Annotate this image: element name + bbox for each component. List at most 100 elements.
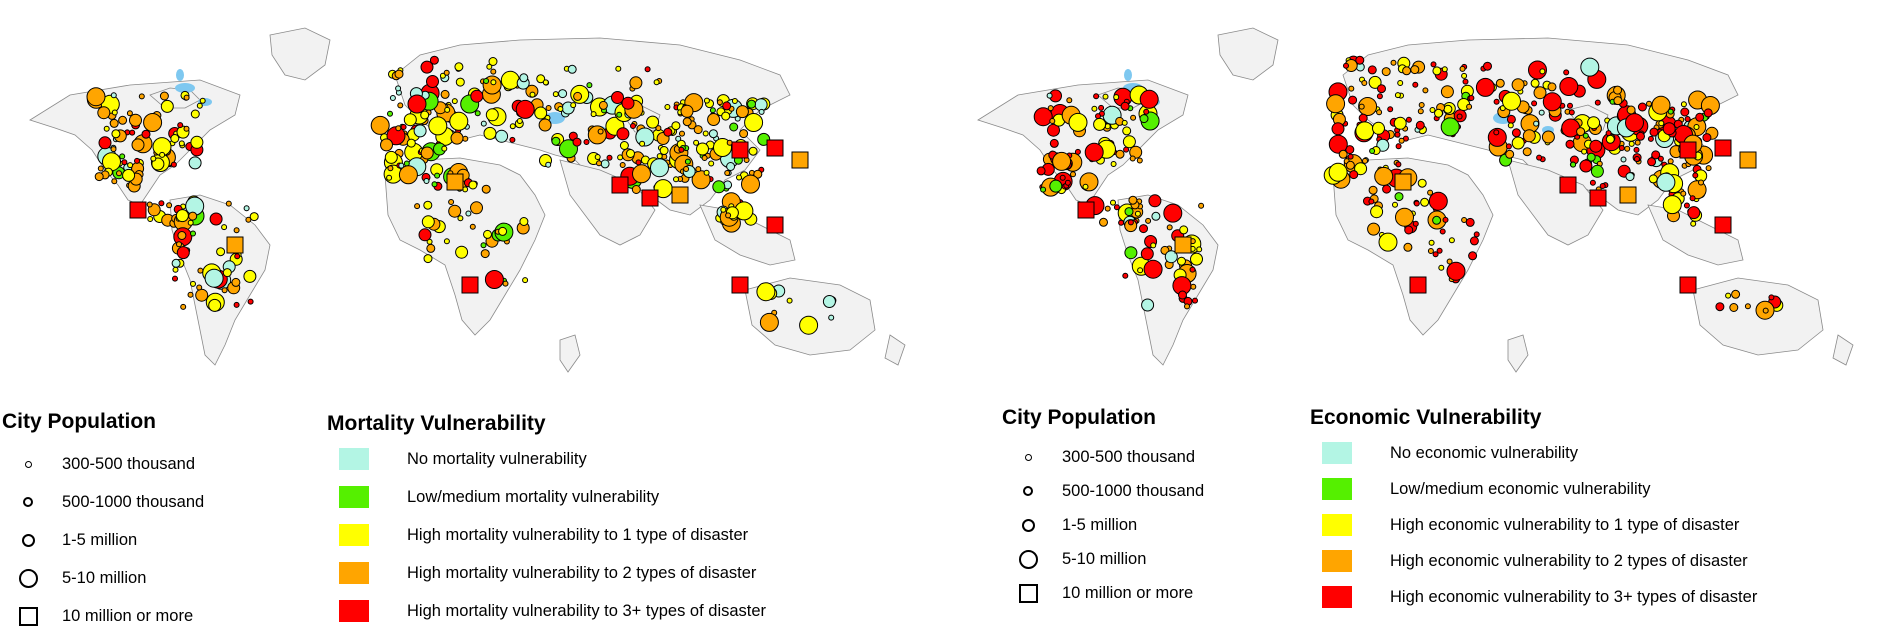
city-marker	[1394, 192, 1404, 202]
city-marker	[1367, 65, 1377, 75]
city-marker	[439, 72, 446, 79]
city-marker	[1456, 113, 1463, 120]
city-marker	[741, 174, 760, 194]
city-marker	[449, 111, 469, 131]
city-marker	[1136, 157, 1143, 164]
megacity-marker	[1739, 151, 1757, 169]
city-marker	[418, 228, 432, 242]
city-marker	[1428, 191, 1448, 211]
city-marker	[1122, 272, 1129, 279]
city-marker	[485, 108, 499, 122]
city-marker	[678, 146, 685, 153]
city-marker	[1120, 101, 1130, 111]
city-marker	[1410, 65, 1420, 75]
city-marker	[744, 113, 764, 132]
city-marker	[1568, 109, 1575, 116]
city-marker	[147, 216, 154, 222]
city-marker	[1417, 108, 1424, 115]
population-legend-item: 5-10 million	[16, 567, 146, 589]
city-marker	[729, 122, 739, 132]
city-marker	[1382, 184, 1392, 194]
city-marker	[1495, 78, 1505, 88]
megacity-marker	[1714, 139, 1732, 157]
vulnerability-legend-item: Low/medium mortality vulnerability	[339, 486, 659, 508]
city-marker	[1657, 155, 1664, 162]
city-marker	[395, 85, 402, 92]
city-marker	[406, 138, 416, 148]
city-marker	[1115, 149, 1125, 159]
city-marker	[434, 172, 441, 179]
city-marker	[1432, 66, 1442, 76]
city-marker	[1667, 108, 1674, 115]
city-marker	[1190, 283, 1197, 290]
land-shape	[559, 334, 581, 373]
city-marker	[631, 185, 641, 194]
circle-xs-icon	[24, 460, 32, 468]
city-marker	[557, 106, 564, 112]
city-marker	[630, 123, 636, 129]
city-marker	[1124, 246, 1138, 260]
city-marker	[1462, 78, 1469, 85]
city-marker	[1702, 133, 1712, 143]
megacity-marker	[1394, 173, 1412, 191]
circle-s-icon	[23, 497, 33, 507]
city-marker	[675, 135, 682, 142]
city-marker	[1531, 100, 1538, 107]
city-marker	[166, 202, 173, 209]
megacity-marker	[766, 139, 784, 157]
circle-m-icon	[1021, 518, 1035, 532]
population-legend-title: City Population	[2, 410, 156, 433]
city-marker	[403, 160, 410, 167]
city-marker	[190, 109, 200, 119]
city-marker	[188, 156, 202, 170]
city-marker	[1122, 135, 1136, 149]
square-icon	[1018, 583, 1038, 603]
population-legend-item: 1-5 million	[1016, 514, 1137, 536]
vulnerability-legend-item: No economic vulnerability	[1322, 442, 1578, 464]
city-marker	[679, 130, 685, 137]
city-marker	[1354, 162, 1368, 176]
city-marker	[1432, 251, 1439, 258]
city-marker	[480, 249, 490, 259]
city-marker	[1033, 107, 1053, 127]
city-marker	[1533, 120, 1540, 127]
city-marker	[234, 253, 241, 260]
city-marker	[1192, 297, 1198, 304]
color-swatch	[339, 486, 369, 508]
city-marker	[1143, 108, 1150, 115]
city-marker	[111, 109, 118, 116]
city-marker	[1164, 250, 1178, 264]
city-marker	[1589, 139, 1603, 153]
city-marker	[1422, 87, 1429, 94]
megacity-marker	[641, 189, 659, 207]
city-marker	[600, 159, 610, 169]
city-marker	[1047, 123, 1060, 137]
city-marker	[1139, 114, 1149, 124]
city-marker	[1370, 205, 1384, 219]
city-marker	[1395, 207, 1414, 227]
city-marker	[1355, 55, 1365, 65]
vulnerability-legend-item: High mortality vulnerability to 2 types …	[339, 562, 756, 584]
color-swatch	[1322, 514, 1352, 536]
city-marker	[1413, 200, 1420, 207]
city-marker	[1122, 126, 1132, 136]
city-marker	[1368, 185, 1378, 195]
city-marker	[110, 146, 117, 153]
city-marker	[488, 57, 498, 66]
city-marker	[756, 282, 776, 302]
city-marker	[1095, 113, 1101, 120]
city-marker	[1511, 78, 1525, 92]
city-marker	[1430, 61, 1437, 68]
city-marker	[197, 267, 204, 274]
city-marker	[1082, 183, 1089, 190]
city-marker	[1580, 57, 1600, 77]
city-marker	[1196, 246, 1203, 253]
city-marker	[629, 76, 643, 90]
city-marker	[1690, 220, 1697, 227]
city-marker	[1507, 122, 1514, 129]
city-marker	[1625, 172, 1635, 182]
city-marker	[515, 99, 535, 119]
city-marker	[1124, 207, 1134, 217]
megacity-marker	[1619, 186, 1637, 204]
city-marker	[1637, 102, 1647, 112]
